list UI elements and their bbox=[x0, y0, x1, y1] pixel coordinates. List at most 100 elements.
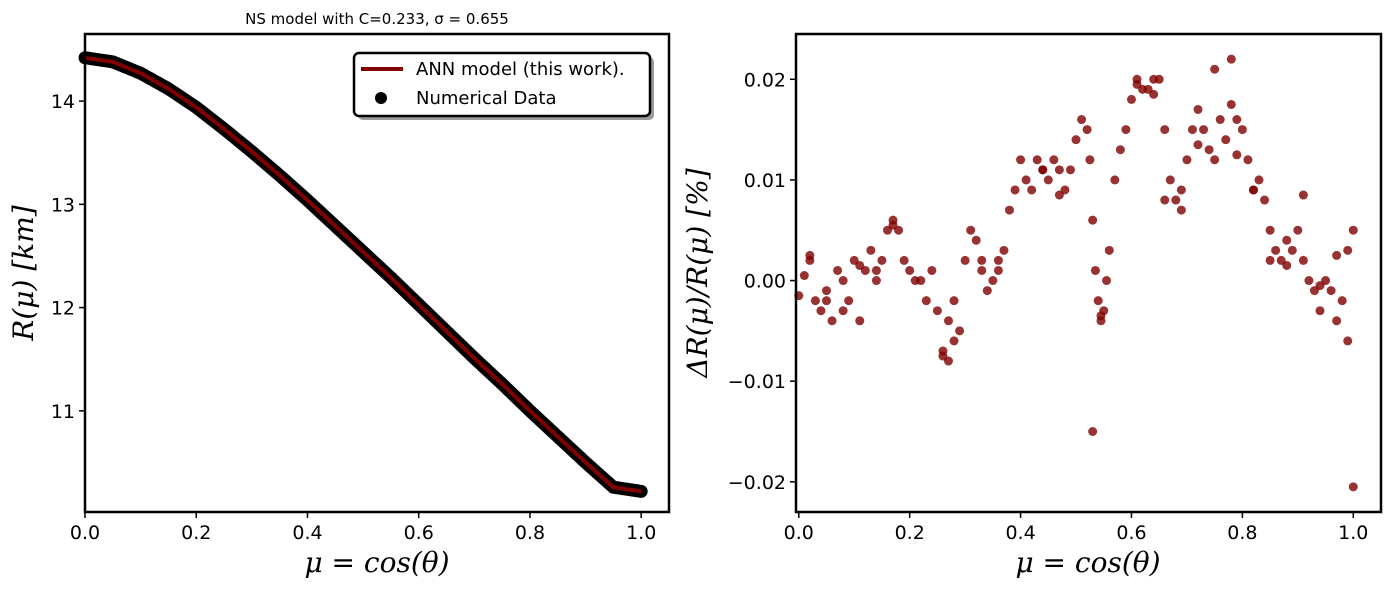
residual-point bbox=[1016, 155, 1026, 165]
right-x-tick-label: 0.8 bbox=[1227, 522, 1257, 544]
residual-point bbox=[1032, 155, 1042, 165]
residual-point bbox=[1221, 135, 1231, 145]
residual-point bbox=[1248, 185, 1258, 195]
residual-point bbox=[949, 336, 959, 346]
residual-point bbox=[1343, 245, 1353, 255]
left-plot-frame bbox=[83, 32, 671, 514]
residual-point bbox=[1199, 125, 1209, 135]
residual-point bbox=[943, 356, 953, 366]
left-panel: NS model with C=0.233, σ = 0.655 0.0 0.2 0… bbox=[7, 10, 671, 579]
residual-point bbox=[943, 316, 953, 326]
right-y-tick-label: −0.02 bbox=[728, 472, 786, 494]
residual-point bbox=[1154, 74, 1164, 84]
residual-point bbox=[1004, 205, 1014, 215]
residual-point bbox=[821, 286, 831, 296]
residual-point bbox=[988, 276, 998, 286]
residual-point bbox=[1187, 125, 1197, 135]
left-axis-ticks: 0.0 0.2 0.4 0.6 0.8 1.0 11 12 13 14 bbox=[51, 91, 656, 544]
residual-point bbox=[1085, 155, 1095, 165]
right-x-tick-label: 0.6 bbox=[1116, 522, 1146, 544]
residual-point bbox=[916, 276, 926, 286]
residual-point bbox=[844, 296, 854, 306]
legend-label-numerical-data: Numerical Data bbox=[416, 88, 557, 109]
residual-point bbox=[1260, 195, 1270, 205]
right-y-axis-label: ΔR(μ)/R(μ) [%] bbox=[681, 168, 714, 378]
residual-point bbox=[1176, 185, 1186, 195]
left-x-tick-label: 0.4 bbox=[292, 522, 322, 544]
residual-point bbox=[1176, 205, 1186, 215]
residual-point bbox=[838, 276, 848, 286]
residual-point bbox=[816, 306, 826, 316]
residual-point bbox=[821, 296, 831, 306]
residual-point bbox=[921, 296, 931, 306]
left-x-tick-label: 0.8 bbox=[515, 522, 545, 544]
residual-point bbox=[1315, 306, 1325, 316]
residual-point bbox=[1126, 94, 1136, 104]
left-x-tick-label: 0.0 bbox=[70, 522, 100, 544]
residual-point bbox=[1226, 54, 1236, 64]
left-plot-marks bbox=[78, 51, 648, 498]
residual-point bbox=[1193, 104, 1203, 114]
right-y-tick-label: 0.01 bbox=[744, 170, 786, 192]
right-plot-marks bbox=[794, 54, 1358, 492]
residual-point bbox=[960, 255, 970, 265]
residual-point bbox=[1337, 296, 1347, 306]
residual-point bbox=[1115, 145, 1125, 155]
legend-box bbox=[352, 51, 652, 118]
residual-point bbox=[1348, 225, 1358, 235]
residual-point bbox=[1287, 245, 1297, 255]
left-y-axis-label: R(μ) [km] bbox=[7, 205, 40, 341]
residual-point bbox=[1315, 281, 1325, 291]
right-x-tick-label: 0.0 bbox=[784, 522, 814, 544]
left-y-tick-label: 12 bbox=[51, 298, 75, 320]
residual-point bbox=[877, 255, 887, 265]
residual-point bbox=[1102, 276, 1112, 286]
residual-point bbox=[993, 255, 1003, 265]
residual-point bbox=[1271, 245, 1281, 255]
residual-point bbox=[932, 306, 942, 316]
residual-point bbox=[1304, 276, 1314, 286]
residual-point bbox=[1332, 316, 1342, 326]
residual-point bbox=[1132, 79, 1142, 89]
residual-point bbox=[1088, 426, 1098, 436]
right-y-tick-label: 0.02 bbox=[744, 69, 786, 91]
residual-point bbox=[1232, 150, 1242, 160]
right-y-tick-label: −0.01 bbox=[728, 371, 786, 393]
right-x-axis-label: μ = cos(θ) bbox=[1015, 546, 1160, 579]
residual-point bbox=[982, 286, 992, 296]
residual-point bbox=[1110, 175, 1120, 185]
residual-point bbox=[1121, 125, 1131, 135]
residual-point bbox=[805, 250, 815, 260]
residual-point bbox=[1021, 175, 1031, 185]
residual-point bbox=[993, 265, 1003, 275]
residual-point bbox=[1298, 190, 1308, 200]
residual-point bbox=[1038, 165, 1048, 175]
residual-point bbox=[833, 265, 843, 275]
residual-point bbox=[1043, 175, 1053, 185]
residual-point bbox=[1298, 255, 1308, 265]
residual-point bbox=[1027, 185, 1037, 195]
residual-point bbox=[1282, 235, 1292, 245]
residual-point bbox=[1049, 155, 1059, 165]
residual-point bbox=[1077, 115, 1087, 125]
residual-point bbox=[888, 220, 898, 230]
residual-point bbox=[971, 235, 981, 245]
ann-model-line bbox=[84, 55, 642, 494]
numerical-data-point bbox=[634, 484, 648, 498]
residual-point bbox=[1065, 165, 1075, 175]
left-y-tick-label: 14 bbox=[51, 91, 75, 113]
right-x-tick-label: 1.0 bbox=[1338, 522, 1368, 544]
residual-point bbox=[799, 271, 809, 281]
residual-point bbox=[1088, 215, 1098, 225]
residual-point bbox=[999, 245, 1009, 255]
residual-point bbox=[1054, 190, 1064, 200]
right-x-tick-label: 0.4 bbox=[1005, 522, 1035, 544]
residual-point bbox=[966, 225, 976, 235]
residual-point bbox=[1160, 125, 1170, 135]
residual-point bbox=[1204, 145, 1214, 155]
right-axis-ticks: 0.0 0.2 0.4 0.6 0.8 1.0 −0.02 −0.01 0.00 0.01 0.02 bbox=[728, 69, 1369, 544]
residual-point bbox=[1226, 99, 1236, 109]
residual-point bbox=[866, 245, 876, 255]
residual-point bbox=[871, 265, 881, 275]
